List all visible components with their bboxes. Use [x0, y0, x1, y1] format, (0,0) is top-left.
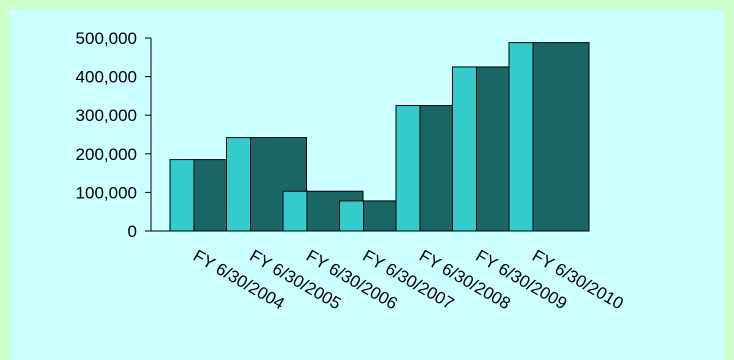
- y-tick-label: 100,000: [76, 183, 137, 202]
- bar-front: [282, 190, 308, 232]
- bar-front: [395, 105, 421, 232]
- y-axis: 0 100,000 200,000 300,000 400,000 500,000: [76, 29, 152, 241]
- bar-front: [508, 42, 534, 232]
- bars: [169, 42, 590, 232]
- bar-front: [339, 200, 364, 232]
- y-tick-label: 200,000: [76, 145, 137, 164]
- y-tick-label: 0: [128, 222, 137, 241]
- y-tick-label: 300,000: [76, 106, 137, 125]
- bar-front: [169, 159, 195, 232]
- bar-front: [226, 137, 251, 232]
- y-tick-label: 400,000: [76, 68, 137, 87]
- y-tick-label: 500,000: [76, 29, 137, 48]
- bar-back: [532, 42, 590, 232]
- bar-front: [452, 66, 477, 232]
- chart-panel: [10, 10, 724, 360]
